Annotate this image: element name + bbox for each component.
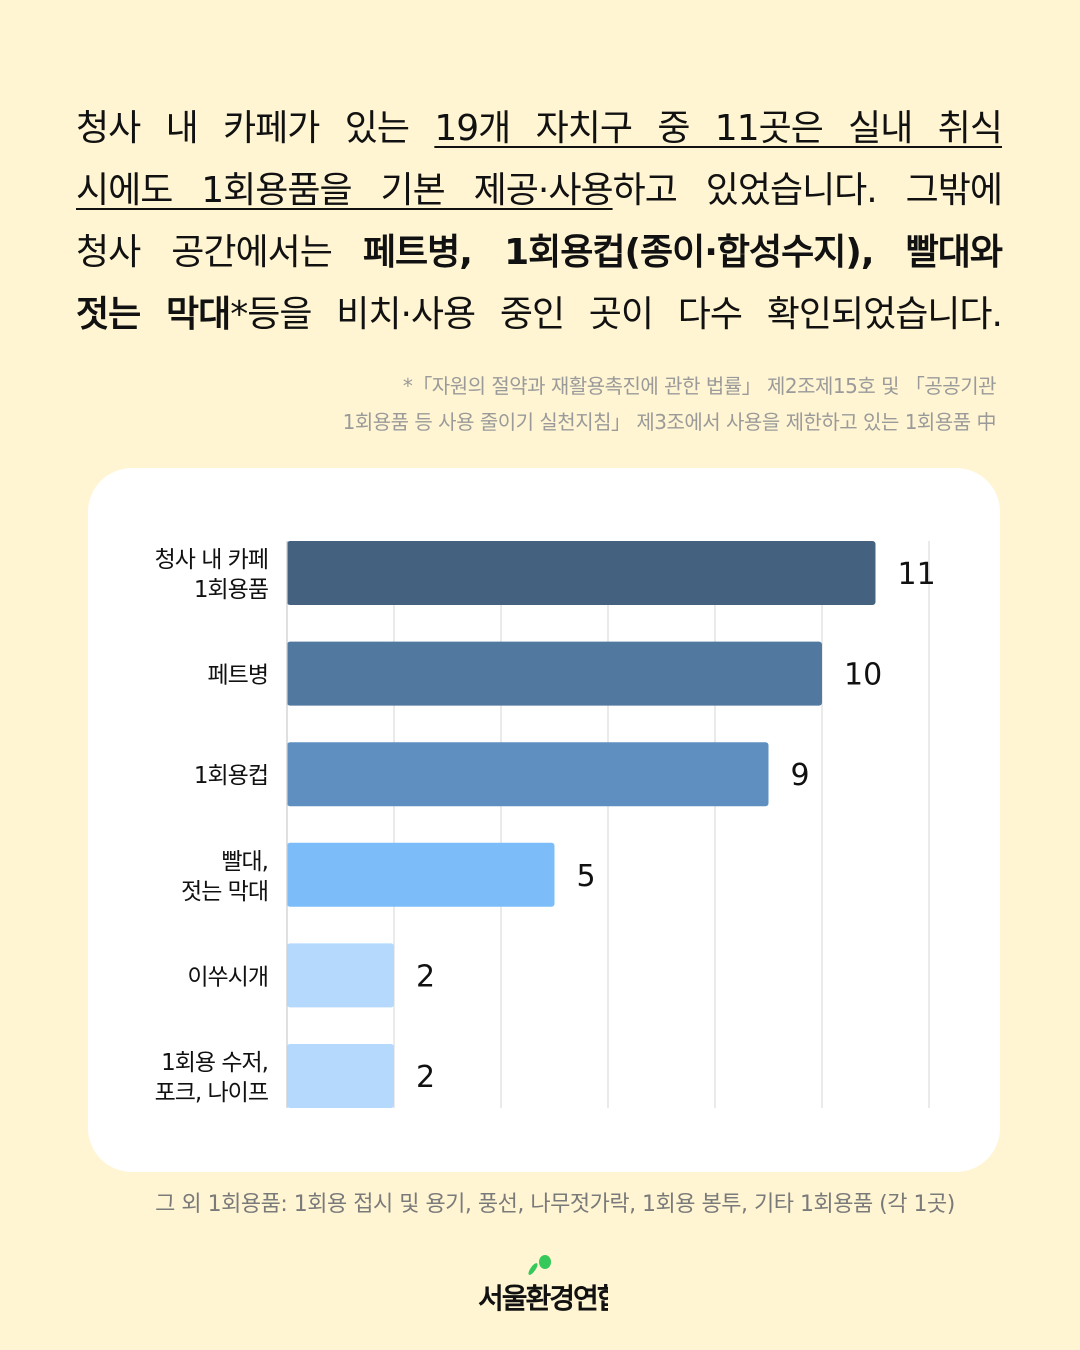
footnote-line: 1회용품 등 사용 줄이기 실천지침」 제3조에서 사용을 제한하고 있는 1회… — [342, 410, 997, 434]
bar — [287, 742, 769, 807]
bar — [287, 943, 394, 1008]
headline: 청사 내 카페가 있는 19개 자치구 중 11곳은 실내 취식 시에도 1회용… — [76, 98, 1003, 346]
value-label: 2 — [416, 1060, 435, 1095]
logo-leaf-icon — [539, 1255, 551, 1269]
category-label: 페트병 — [208, 663, 268, 689]
category-label: 포크, 나이프 — [155, 1080, 268, 1106]
category-label: 이쑤시개 — [187, 964, 268, 990]
headline-underlined: 19개 자치구 중 11곳은 실내 취식 — [434, 108, 1003, 149]
headline-text: 하고 있었습니다. 그밖에 — [612, 170, 1003, 211]
bar — [287, 641, 822, 706]
footnote-line: *「자원의 절약과 재활용촉진에 관한 법률」 제2조제15호 및 「공공기관 — [402, 374, 997, 398]
footer-note: 그 외 1회용품: 1회용 접시 및 용기, 풍선, 나무젓가락, 1회용 봉투… — [155, 1192, 955, 1217]
logo-text: 서울환경연합 — [478, 1282, 608, 1315]
headline-bold: 페트병, 1회용컵(종이·합성수지), 빨대와 — [362, 232, 1003, 273]
value-label: 2 — [416, 959, 435, 994]
bar — [287, 842, 555, 907]
category-label: 빨대, — [221, 849, 268, 875]
value-label: 5 — [577, 859, 596, 894]
logo: 서울환경연합 — [478, 1255, 608, 1315]
bar — [287, 1044, 394, 1108]
category-label: 1회용품 — [194, 577, 268, 603]
bar — [287, 541, 876, 605]
headline-text: 청사 공간에서는 — [76, 232, 363, 273]
footnote: *「자원의 절약과 재활용촉진에 관한 법률」 제2조제15호 및 「공공기관 … — [342, 368, 997, 440]
headline-bold: 젓는 막대 — [76, 294, 231, 335]
value-label: 11 — [898, 557, 936, 592]
bar-chart: 11 청사 내 카페 1회용품 10 페트병 9 1회용컵 5 빨대, 젓는 막대 2 이쑤시개 2 1회… — [155, 541, 936, 1108]
chart-card: 11 청사 내 카페 1회용품 10 페트병 9 1회용컵 5 빨대, 젓는 막대 2 이쑤시개 2 1회… — [88, 468, 1000, 1172]
value-label: 9 — [791, 758, 810, 793]
category-label: 1회용 수저, — [161, 1050, 268, 1076]
headline-text: 청사 내 카페가 있는 — [76, 108, 435, 149]
category-label: 1회용컵 — [194, 763, 268, 789]
category-label: 청사 내 카페 — [155, 547, 268, 573]
headline-underlined: 시에도 1회용품을 기본 제공·사용 — [76, 170, 614, 211]
value-label: 10 — [844, 658, 882, 693]
headline-text: *등을 비치·사용 중인 곳이 다수 확인되었습니다. — [230, 294, 1003, 335]
category-label: 젓는 막대 — [181, 879, 268, 905]
